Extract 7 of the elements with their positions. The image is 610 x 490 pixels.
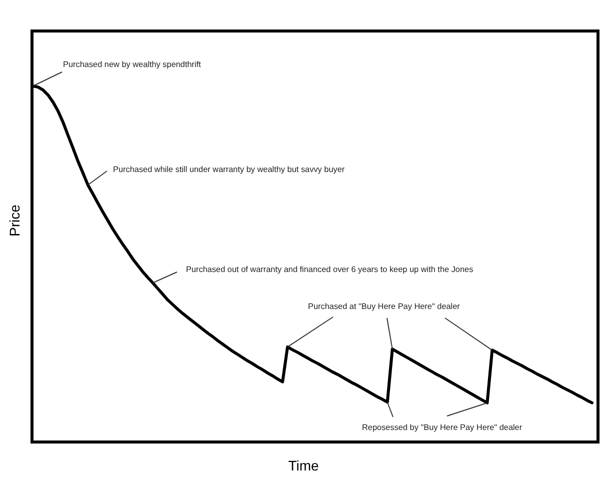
y-axis-title: Price xyxy=(6,204,22,236)
text: Purchased new by wealthy spendthrift xyxy=(63,60,202,69)
annotation: Purchased at "Buy Here Pay Here" dealer xyxy=(308,302,460,311)
x-axis-title: Time xyxy=(288,458,320,474)
annotation: Purchased while still under warranty by wealthy but savvy buyer xyxy=(113,165,345,174)
annotation: Purchased out of warranty and financed over 6 years to keep up with the Jones xyxy=(186,265,474,274)
annotation: Reposessed by "Buy Here Pay Here" dealer xyxy=(362,423,522,432)
